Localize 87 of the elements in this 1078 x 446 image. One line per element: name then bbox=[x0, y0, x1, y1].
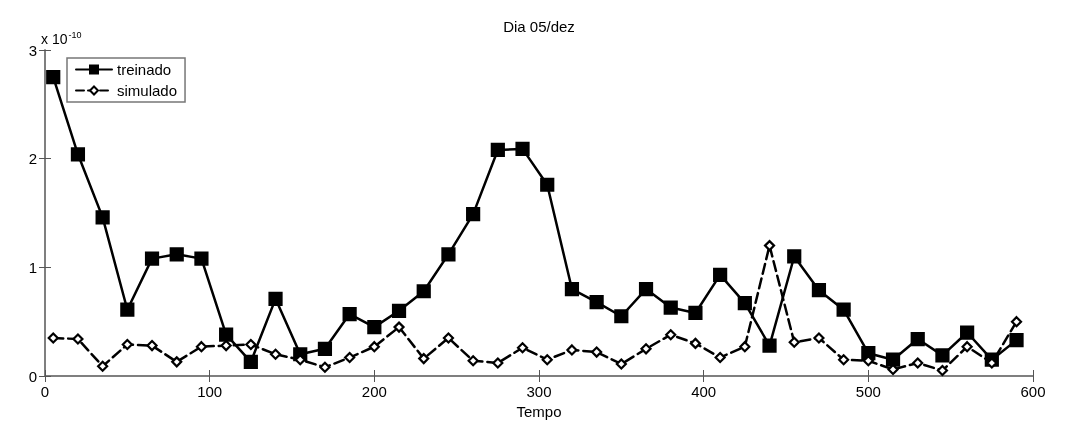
point bbox=[171, 356, 183, 368]
point bbox=[615, 358, 627, 370]
point bbox=[243, 354, 258, 369]
y-tick-label: 3 bbox=[28, 41, 37, 59]
point bbox=[515, 141, 530, 156]
point bbox=[912, 357, 924, 369]
point bbox=[492, 357, 504, 369]
chart-title: Dia 05/dez bbox=[503, 18, 575, 35]
y-tick-label: 2 bbox=[28, 150, 37, 168]
point bbox=[368, 341, 380, 353]
point bbox=[268, 291, 283, 306]
point bbox=[418, 353, 430, 365]
point bbox=[811, 283, 827, 298]
point bbox=[72, 333, 84, 345]
point bbox=[393, 321, 405, 333]
y-tick-label: 0 bbox=[28, 367, 37, 385]
point bbox=[70, 147, 86, 162]
point bbox=[441, 247, 456, 262]
x-tick-label: 0 bbox=[40, 383, 50, 400]
point bbox=[614, 309, 629, 324]
point bbox=[344, 351, 356, 364]
point bbox=[245, 338, 257, 351]
point bbox=[638, 281, 654, 297]
point bbox=[47, 332, 59, 344]
point bbox=[566, 344, 578, 356]
point bbox=[665, 329, 677, 341]
point bbox=[885, 352, 901, 367]
point bbox=[838, 354, 850, 366]
point bbox=[466, 206, 481, 222]
point bbox=[391, 303, 407, 318]
x-tick-label: 300 bbox=[526, 383, 552, 400]
point bbox=[591, 346, 603, 358]
point bbox=[737, 296, 752, 311]
y-tick-label: 1 bbox=[28, 258, 37, 276]
point bbox=[367, 320, 382, 335]
point bbox=[97, 360, 109, 372]
point bbox=[442, 332, 455, 344]
point bbox=[121, 338, 133, 351]
legend-label: treinado bbox=[117, 61, 172, 78]
x-tick-label: 200 bbox=[361, 383, 387, 400]
point bbox=[910, 331, 925, 347]
point bbox=[689, 337, 702, 349]
x-axis-title: Tempo bbox=[516, 403, 562, 420]
point bbox=[169, 247, 184, 262]
x-tick-label: 100 bbox=[197, 383, 223, 400]
point bbox=[1010, 316, 1023, 328]
point bbox=[219, 327, 234, 342]
point bbox=[788, 336, 800, 348]
point bbox=[640, 343, 652, 355]
point bbox=[836, 302, 851, 317]
point bbox=[739, 341, 751, 353]
point bbox=[467, 355, 479, 367]
point bbox=[787, 249, 802, 264]
point bbox=[540, 177, 555, 192]
point bbox=[813, 332, 825, 344]
x-tick-label: 400 bbox=[691, 383, 717, 400]
point bbox=[935, 348, 950, 363]
point bbox=[688, 305, 703, 321]
point bbox=[490, 142, 505, 158]
point bbox=[194, 251, 209, 266]
point bbox=[1009, 333, 1024, 348]
point bbox=[120, 302, 135, 317]
point bbox=[713, 267, 728, 283]
point bbox=[763, 240, 776, 252]
point bbox=[961, 341, 973, 353]
point bbox=[95, 210, 110, 225]
point bbox=[269, 348, 282, 360]
point bbox=[342, 306, 357, 322]
point bbox=[762, 338, 777, 353]
point bbox=[541, 354, 553, 366]
point bbox=[714, 351, 726, 364]
x-tick-label: 600 bbox=[1020, 383, 1046, 400]
point bbox=[319, 361, 331, 373]
point bbox=[516, 342, 529, 354]
point bbox=[144, 251, 160, 266]
point bbox=[146, 339, 158, 352]
point bbox=[960, 325, 975, 340]
point bbox=[564, 281, 580, 297]
point bbox=[195, 341, 208, 353]
x-tick-label: 500 bbox=[855, 383, 881, 400]
legend-label: simulado bbox=[117, 82, 178, 99]
point bbox=[663, 300, 678, 315]
point bbox=[589, 295, 604, 310]
point bbox=[317, 341, 333, 356]
point bbox=[936, 364, 949, 377]
point bbox=[416, 284, 431, 299]
point bbox=[46, 70, 61, 85]
